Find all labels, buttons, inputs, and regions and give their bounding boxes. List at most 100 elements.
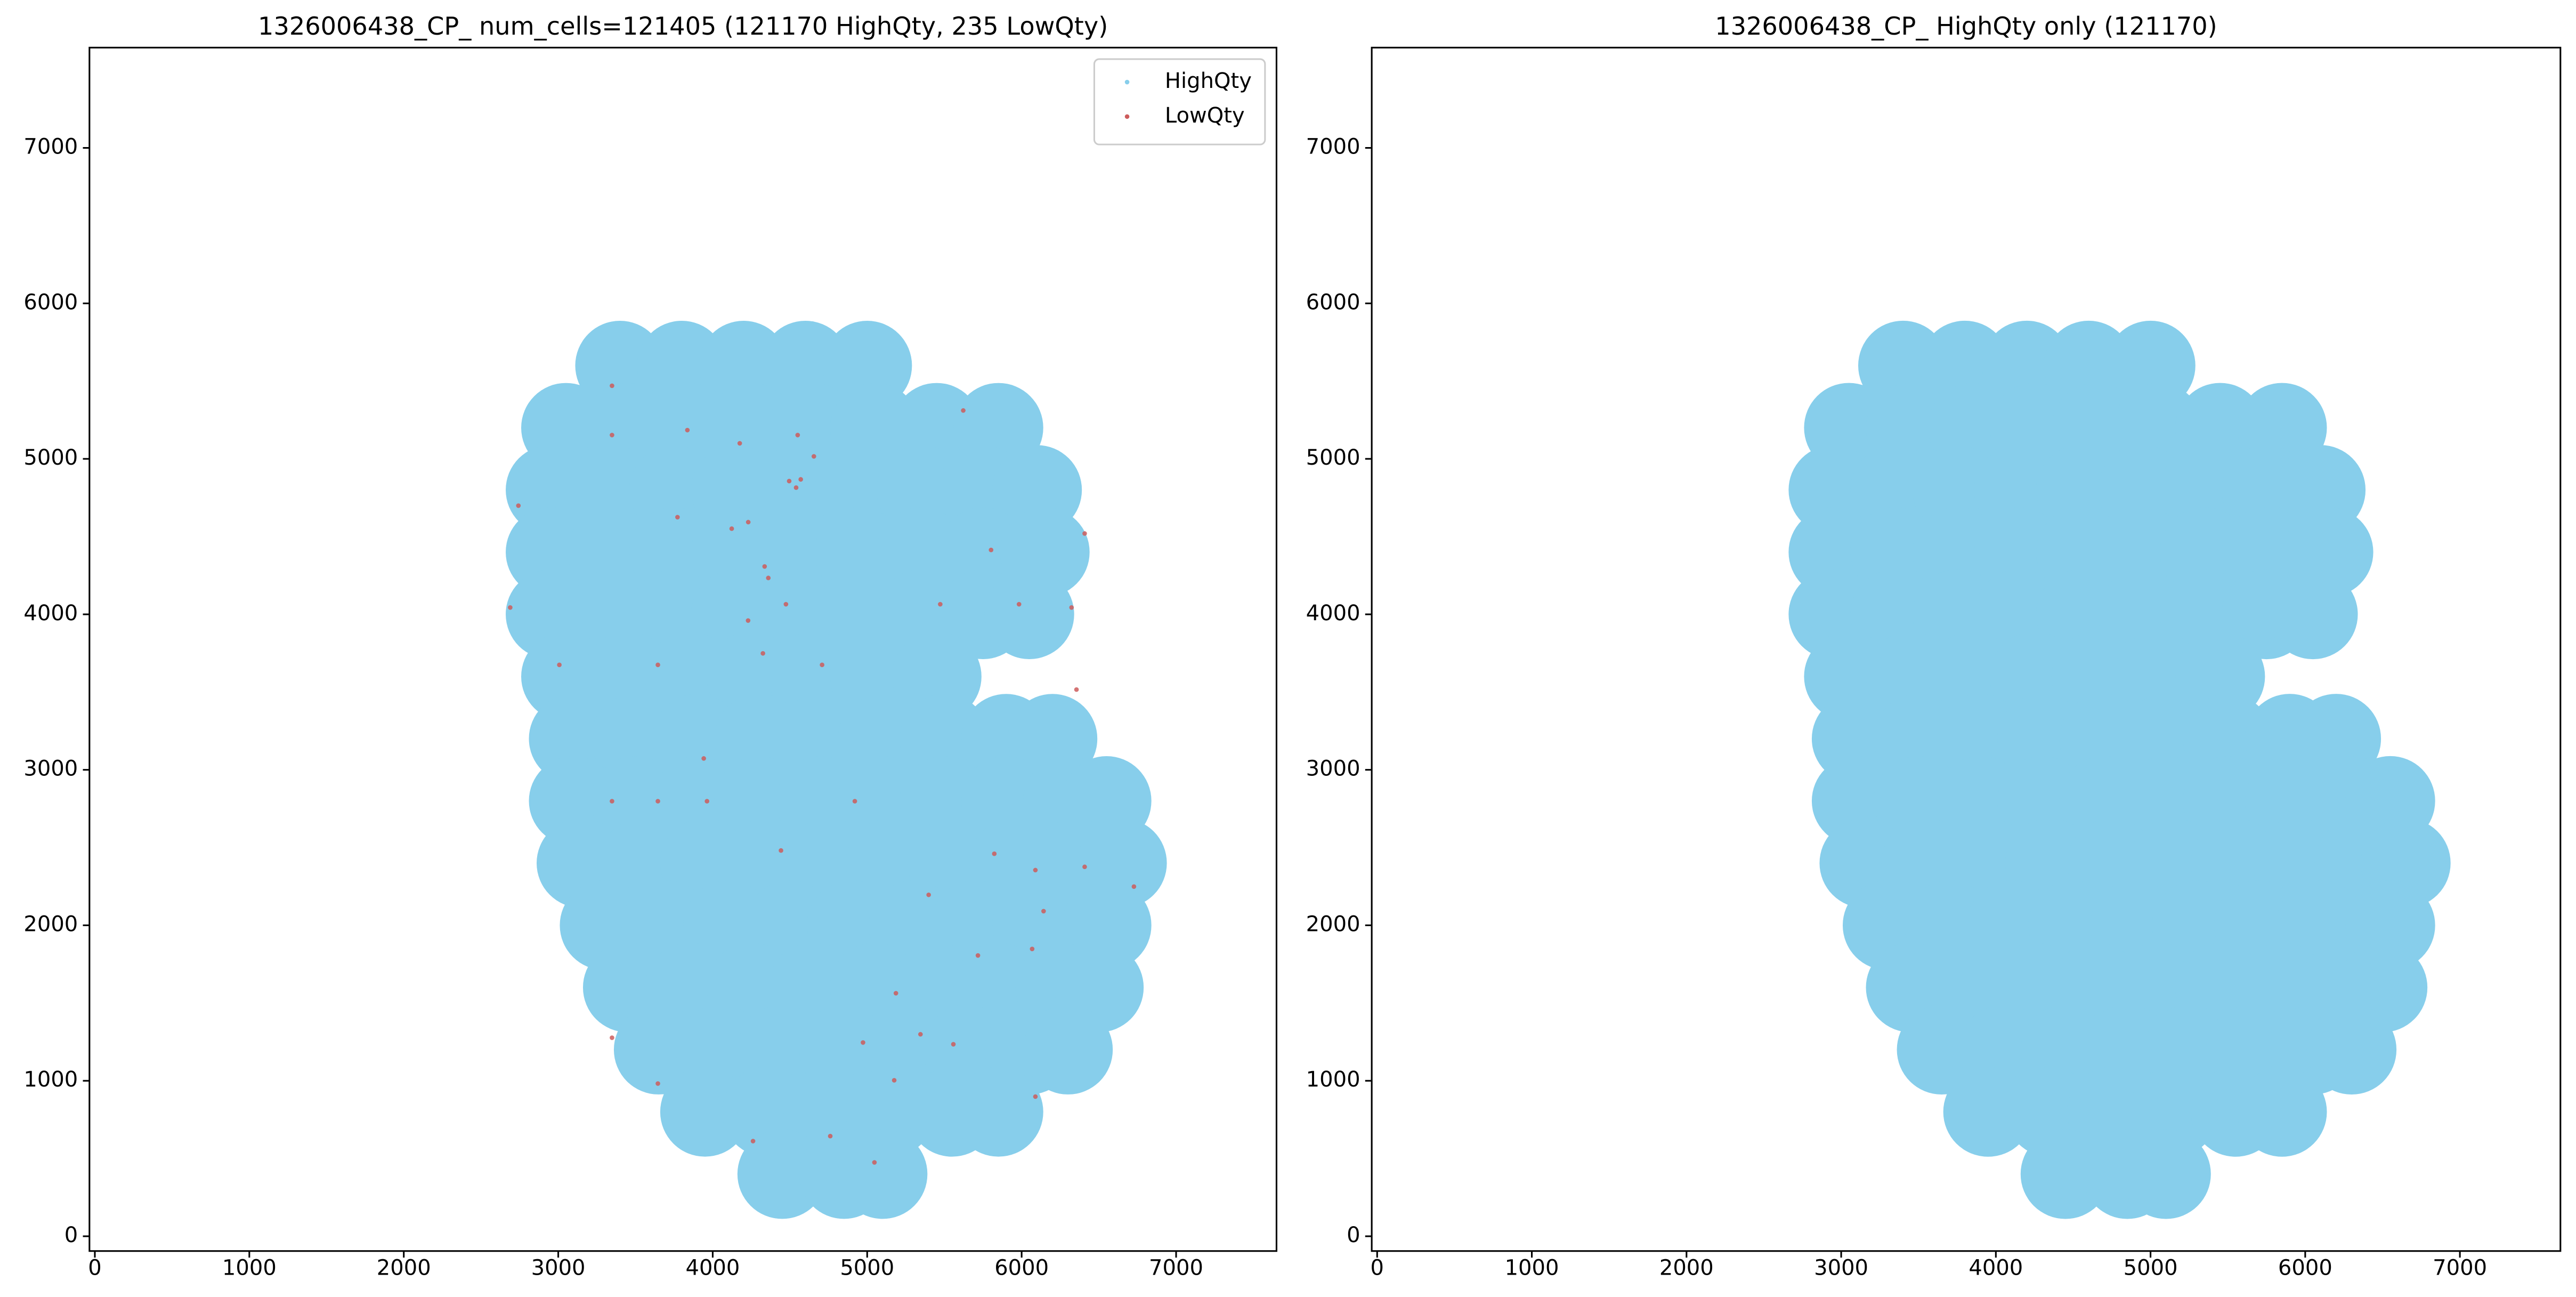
point-cloud: [737, 1129, 827, 1219]
x-tick-label: 2000: [377, 1256, 431, 1280]
point: [975, 953, 981, 958]
point: [1016, 602, 1022, 607]
point-cloud: [900, 694, 990, 784]
point: [1082, 531, 1087, 536]
point: [811, 454, 816, 459]
point-cloud: [691, 445, 781, 535]
x-tick-label: 7000: [1149, 1256, 1203, 1280]
point-cloud: [2268, 569, 2358, 660]
y-tick-label: 3000: [23, 757, 78, 781]
point-cloud: [1874, 694, 1964, 784]
point-cloud: [629, 445, 719, 535]
point: [793, 485, 799, 490]
subplot: 0 1000 2000 3000 4000 5000 6000 7000 0 1000 2000 30…: [1306, 12, 2562, 1280]
x-tick-label: 7000: [2433, 1256, 2487, 1280]
axes-frame: [88, 46, 1277, 1252]
point-cloud: [1997, 694, 2087, 784]
point-cloud: [2020, 1129, 2111, 1219]
x-tick-label: 3000: [531, 1256, 586, 1280]
point: [655, 799, 660, 804]
point-cloud: [506, 445, 596, 535]
x-tick-label: 0: [88, 1256, 101, 1280]
point-cloud: [529, 694, 619, 784]
point: [989, 547, 994, 553]
point-cloud: [2222, 507, 2312, 597]
chart-title: 1326006438_CP_ num_cells=121405 (121170 …: [258, 12, 1108, 40]
point: [820, 662, 824, 668]
point: [1030, 946, 1035, 952]
x-tick-label: 6000: [2278, 1256, 2332, 1280]
point-cloud: [1935, 694, 2026, 784]
point-cloud: [1974, 507, 2064, 597]
x-tick-label: 5000: [840, 1256, 894, 1280]
point: [1082, 864, 1087, 870]
point-cloud: [838, 694, 928, 784]
point: [610, 1035, 614, 1040]
point: [746, 520, 751, 525]
point: [1041, 909, 1046, 914]
point-cloud: [814, 445, 904, 535]
y-tick-label: 1000: [1306, 1067, 1360, 1092]
point-cloud: [506, 507, 596, 597]
point: [872, 1160, 877, 1165]
legend-marker: [1124, 114, 1130, 119]
point: [737, 441, 742, 446]
point: [779, 848, 783, 853]
point: [795, 433, 800, 437]
point-cloud: [953, 1067, 1043, 1157]
x-tick-label: 1000: [222, 1256, 277, 1280]
point-cloud: [2160, 445, 2250, 535]
point-cloud: [660, 1067, 750, 1157]
plot-area: [506, 320, 1167, 1219]
point-cloud: [1850, 507, 1940, 597]
series: [508, 383, 1137, 1165]
point: [729, 526, 734, 531]
point-cloud: [814, 507, 904, 597]
point-cloud: [2059, 694, 2149, 784]
point: [701, 756, 706, 761]
series: [506, 320, 1167, 1219]
y-tick-label: 0: [64, 1223, 78, 1247]
y-tick-label: 7000: [1306, 135, 1360, 159]
point: [892, 1078, 897, 1083]
y-tick-label: 7000: [23, 135, 78, 159]
point-cloud: [2121, 1129, 2211, 1219]
point-cloud: [590, 694, 681, 784]
point-cloud: [752, 445, 843, 535]
y-tick-label: 6000: [1306, 290, 1360, 314]
point-cloud: [2036, 445, 2126, 535]
point: [893, 991, 898, 996]
point-cloud: [938, 507, 1028, 597]
point: [1033, 868, 1038, 873]
point-cloud: [652, 694, 742, 784]
point: [918, 1032, 923, 1037]
point-cloud: [714, 694, 804, 784]
point-cloud: [752, 507, 843, 597]
x-tick-label: 6000: [994, 1256, 1049, 1280]
plot-area: [1788, 320, 2451, 1219]
point-cloud: [567, 445, 658, 535]
series: [1788, 320, 2451, 1219]
point-cloud: [776, 694, 866, 784]
point-cloud: [838, 1129, 928, 1219]
point: [783, 602, 789, 607]
y-tick-label: 0: [1347, 1223, 1360, 1247]
point: [760, 651, 765, 656]
point: [766, 575, 771, 580]
point: [1033, 1094, 1038, 1099]
x-tick-label: 4000: [1969, 1256, 2023, 1280]
point-cloud: [2121, 694, 2211, 784]
point: [951, 1042, 956, 1047]
x-tick-label: 0: [1371, 1256, 1384, 1280]
point-cloud: [1788, 507, 1878, 597]
point: [861, 1040, 865, 1045]
point: [704, 799, 710, 804]
x-tick-label: 2000: [1659, 1256, 1714, 1280]
x-tick-label: 4000: [685, 1256, 740, 1280]
point: [610, 799, 614, 804]
point: [1069, 605, 1074, 610]
point: [655, 1081, 660, 1086]
point: [508, 605, 513, 610]
